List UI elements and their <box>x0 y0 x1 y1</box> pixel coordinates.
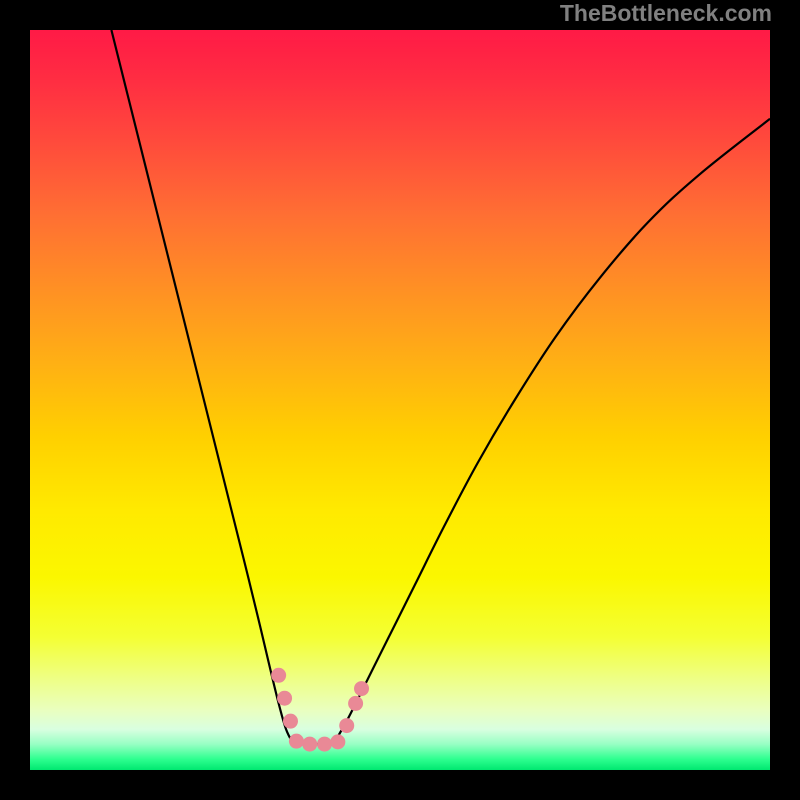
curve-layer <box>30 30 770 770</box>
watermark-text: TheBottleneck.com <box>560 0 772 27</box>
outer-frame: TheBottleneck.com <box>0 0 800 800</box>
v-curve <box>111 30 770 744</box>
